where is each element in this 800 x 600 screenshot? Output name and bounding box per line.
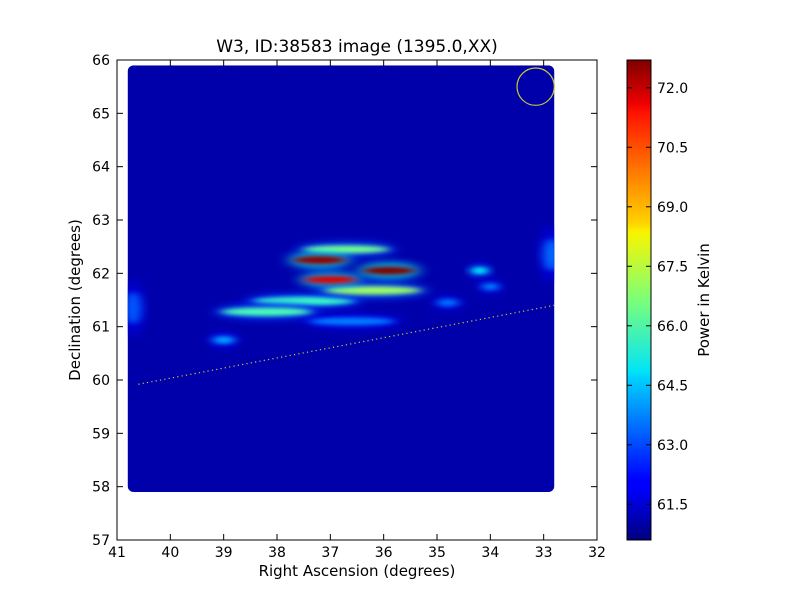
emission-feature (299, 272, 362, 287)
y-tick-label: 64 (92, 160, 110, 176)
x-tick-label: 35 (428, 545, 446, 561)
x-axis-label: Right Ascension (degrees) (259, 562, 456, 580)
x-tick-label: 32 (588, 545, 606, 561)
x-tick-label: 38 (268, 545, 286, 561)
colorbar: 61.5 63.0 64.5 66.0 67.5 69.0 70.5 72.0 Power i… (626, 59, 713, 541)
y-tick-label: 57 (92, 533, 110, 549)
colorbar-ticks: 61.5 63.0 64.5 66.0 67.5 69.0 70.5 72.0 (627, 81, 688, 513)
emission-core (127, 292, 141, 324)
colorbar-tick-label: 64.5 (657, 378, 688, 394)
emission-core (325, 286, 421, 295)
emission-core (471, 266, 488, 275)
y-tick-label: 63 (92, 213, 110, 229)
emission-core (303, 245, 390, 254)
y-tick-label: 61 (92, 320, 110, 336)
emission-feature (211, 332, 236, 348)
emission-core (221, 307, 312, 316)
emission-feature (127, 279, 143, 337)
emission-core (303, 275, 358, 284)
beam-circle (516, 67, 555, 106)
emission-core (309, 317, 395, 326)
colorbar-tick-label: 70.5 (657, 140, 688, 156)
x-tick-label: 41 (108, 545, 126, 561)
x-axis-ticks: 41 40 39 38 37 36 35 34 33 32 (108, 60, 606, 561)
chart-title: W3, ID:38583 image (1395.0,XX) (216, 37, 498, 57)
y-tick-label: 65 (92, 106, 110, 122)
emission-core (252, 296, 355, 306)
colorbar-tick-label: 63.0 (657, 438, 688, 454)
y-tick-label: 60 (92, 373, 110, 389)
emission-feature (317, 282, 429, 299)
emission-feature (481, 279, 500, 294)
colorbar-label: Power in Kelvin (695, 243, 713, 357)
emission-feature (542, 225, 555, 284)
emission-core (437, 298, 459, 307)
emission-core (482, 282, 499, 291)
colorbar-tick-label: 72.0 (657, 81, 688, 97)
x-tick-label: 39 (215, 545, 233, 561)
emission-feature (470, 263, 489, 278)
colorbar-tick-label: 66.0 (657, 319, 688, 335)
galactic-plane-line (138, 304, 555, 385)
overlay-layer (138, 67, 555, 385)
y-axis-label: Declination (degrees) (66, 219, 84, 381)
emission-layer (127, 225, 555, 348)
colorbar-tick-label: 61.5 (657, 497, 688, 513)
colorbar-tick-label: 67.5 (657, 259, 688, 275)
y-axis-ticks: 57 58 59 60 61 62 63 64 65 66 (92, 53, 597, 549)
emission-feature (289, 252, 351, 268)
x-tick-label: 34 (481, 545, 499, 561)
colorbar-tick-label: 69.0 (657, 200, 688, 216)
y-tick-label: 59 (92, 426, 110, 442)
emission-core (293, 255, 347, 265)
colorbar-gradient (626, 59, 652, 541)
x-tick-label: 37 (321, 545, 339, 561)
y-tick-label: 58 (92, 480, 110, 496)
x-tick-label: 40 (161, 545, 179, 561)
emission-core (362, 266, 416, 275)
sky-map-image (127, 65, 555, 492)
x-tick-label: 33 (535, 545, 553, 561)
y-tick-label: 62 (92, 266, 110, 282)
emission-core (213, 336, 235, 344)
emission-feature (358, 262, 420, 279)
plot-frame (116, 59, 598, 541)
y-tick-label: 66 (92, 53, 110, 69)
emission-feature (435, 295, 460, 310)
x-tick-label: 36 (375, 545, 393, 561)
emission-feature (214, 304, 319, 320)
emission-core (543, 238, 555, 271)
emission-feature (302, 314, 401, 329)
